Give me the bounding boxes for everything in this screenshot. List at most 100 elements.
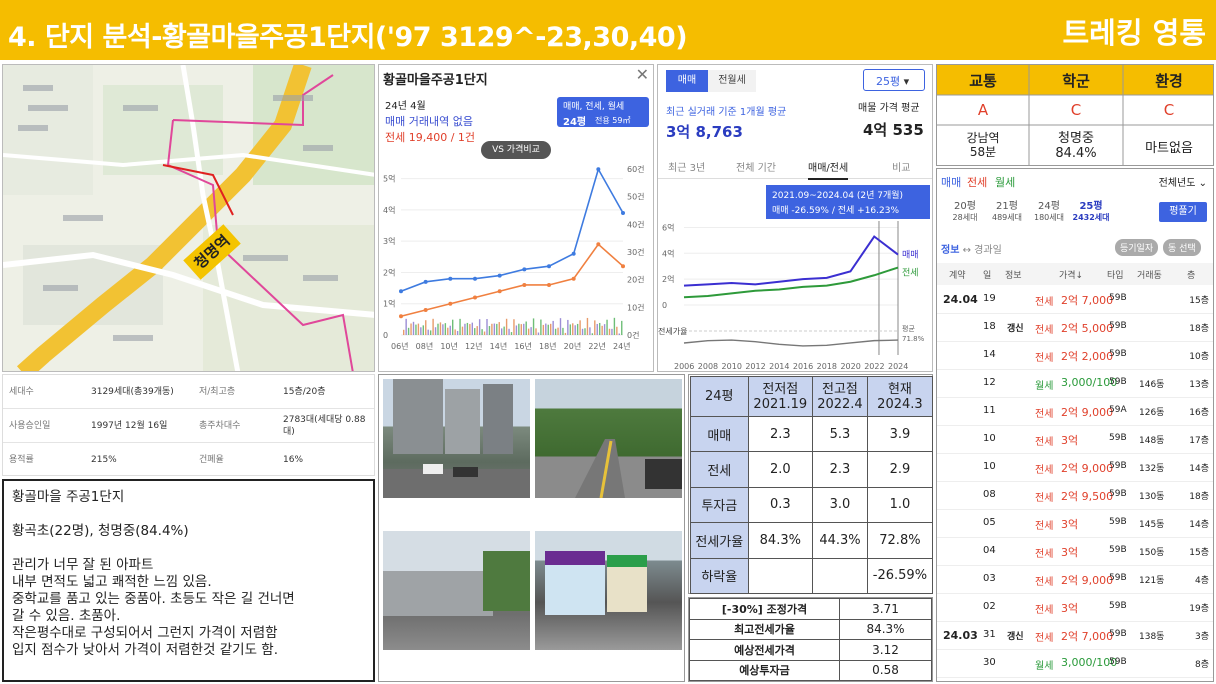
range-tab-all[interactable]: 전체 기간	[736, 163, 776, 174]
trade-type: 59B	[1109, 433, 1127, 443]
x-tick-label: 2022	[864, 362, 884, 371]
trade-price: 2억 9,000	[1061, 574, 1114, 587]
y-tick-label: 4억	[662, 248, 674, 258]
range-tab-sale-rent[interactable]: 매매/전세	[808, 159, 849, 180]
trade-row[interactable]: 24.04 19 전세 2억 7,000 59B 15층	[937, 286, 1213, 314]
volume-bar	[464, 323, 466, 335]
volume-bar	[474, 328, 476, 335]
volume-bar	[505, 318, 508, 335]
pyeong-size: 20평	[954, 201, 976, 212]
pyeong-option[interactable]: 24평 180세대	[1029, 197, 1069, 223]
trade-type: 59B	[1109, 629, 1127, 639]
trade-row[interactable]: 30 월세 3,000/100 59B 8층	[937, 650, 1213, 678]
data-point	[423, 279, 428, 284]
score-panel: 교통 학군 환경 A C C 강남역 58분 청명중 84.4% 마트없음	[936, 64, 1214, 166]
range-tab-3y[interactable]: 최근 3년	[668, 163, 706, 174]
col-type: 타입	[1107, 271, 1124, 281]
map-drawing	[3, 65, 374, 371]
info-toggle[interactable]: 정보 ↔ 경과일	[941, 241, 1002, 256]
summary-label: 예상전세가격	[689, 639, 840, 661]
tab-rent[interactable]: 전월세	[708, 70, 756, 92]
trade-rows: 24.04 19 전세 2억 7,000 59B 15층 18 갱신 전세 2억 5,000 59B…	[937, 286, 1213, 681]
trade-kind: 전세	[1035, 409, 1054, 420]
trade-dong: 130동	[1139, 492, 1165, 502]
x-tick-label: 06년	[391, 341, 409, 351]
volume-bar	[572, 323, 574, 335]
trade-row[interactable]: 08 전세 2억 9,500 59B 130동 18층	[937, 482, 1213, 510]
photo-shops[interactable]	[535, 531, 682, 650]
data-point	[522, 267, 527, 272]
year-filter[interactable]: 전체년도 ⌄	[1158, 178, 1207, 189]
trade-row[interactable]: 14 전세 2억 2,000 59B 10층	[937, 342, 1213, 370]
memo-lines: 황골마을 주공1단지 황곡초(22명), 청명중(84.4%) 관리가 너무 잘 된…	[12, 489, 295, 659]
volume-bar	[466, 322, 469, 335]
trade-row[interactable]: 12 월세 3,000/100 59B 146동 13층	[937, 370, 1213, 398]
volume-bar	[429, 330, 432, 335]
volume-bar	[503, 326, 505, 335]
trade-row[interactable]: 11 전세 2억 9,000 59A 126동 16층	[937, 398, 1213, 426]
trade-kind: 월세	[1035, 381, 1054, 392]
series-label-sale: 매매	[902, 250, 919, 261]
trade-row[interactable]: 18 갱신 전세 2억 5,000 59B 18층	[937, 314, 1213, 342]
score-grade-traffic: A	[977, 101, 989, 119]
trade-row[interactable]: 03 전세 2억 9,000 59B 121동 4층	[937, 566, 1213, 594]
history-label: 경과일	[974, 245, 1002, 256]
x-tick-label: 10년	[440, 341, 458, 351]
tab-sale[interactable]: 매매	[666, 70, 708, 92]
score-grade-school: C	[1070, 101, 1082, 119]
volume-bar	[471, 322, 473, 335]
filter-box[interactable]: 매매, 전세, 월세 24평 전용 59㎡	[557, 97, 649, 128]
pyeong-option[interactable]: 25평 2432세대	[1071, 197, 1111, 223]
photo-street[interactable]	[535, 379, 682, 498]
data-point	[497, 289, 502, 294]
y-tick-label: 3억	[383, 236, 395, 246]
y2-tick-label: 10건	[627, 302, 645, 312]
trade-type-rent[interactable]: 전세	[967, 176, 988, 189]
pyeong-option[interactable]: 20평 28세대	[945, 197, 985, 223]
trade-day: 05	[983, 517, 996, 528]
recent-avg-value: 3억 8,763	[666, 123, 743, 141]
trade-day: 19	[983, 293, 996, 304]
volume-bar	[488, 326, 491, 335]
col-price[interactable]: 가격↓	[1059, 271, 1084, 281]
close-icon[interactable]: ✕	[635, 65, 649, 84]
trade-floor: 16층	[1189, 408, 1209, 418]
pyeong-option[interactable]: 21평 489세대	[987, 197, 1027, 223]
trade-price: 2억 9,500	[1061, 490, 1114, 503]
trade-row[interactable]: 04 전세 3억 59B 150동 15층	[937, 538, 1213, 566]
vs-compare-button[interactable]: VS 가격비교	[481, 141, 551, 159]
volume-bar	[508, 328, 510, 335]
price-table-cell: 44.3%	[812, 522, 868, 559]
expand-button[interactable]: 평풀기	[1159, 202, 1207, 222]
photo-building[interactable]	[383, 379, 530, 498]
trade-type-monthly[interactable]: 월세	[995, 176, 1016, 189]
trade-row[interactable]: 10 전세 3억 59B 148동 17층	[937, 426, 1213, 454]
y2-tick-label: 20건	[627, 275, 645, 285]
map-panel[interactable]: 청명역	[2, 64, 375, 372]
trade-type-sale[interactable]: 매매	[941, 176, 962, 189]
ratio-line	[683, 339, 899, 347]
volume-bar	[540, 319, 542, 335]
y-tick-label: 2억	[383, 267, 395, 277]
info-value: 3129세대(총39개동)	[91, 387, 174, 397]
trade-tag: 갱신	[1007, 324, 1024, 334]
trade-row[interactable]: 05 전세 3억 59B 145동 14층	[937, 510, 1213, 538]
dong-select-button[interactable]: 동 선택	[1163, 239, 1201, 256]
trade-row[interactable]: 10 전세 2억 9,000 59B 132동 14층	[937, 454, 1213, 482]
volume-bar	[410, 323, 412, 335]
trade-price: 3,000/100	[1061, 376, 1118, 389]
y-tick-label: 4억	[383, 205, 395, 215]
volume-bar	[564, 332, 567, 335]
volume-bar	[567, 319, 569, 335]
info-label: 사용승인일	[9, 421, 51, 431]
pyeong-select[interactable]: 25평 ▾	[863, 69, 925, 91]
range-tab-compare[interactable]: 비교	[892, 163, 911, 174]
info-value: 1997년 12월 16일	[91, 421, 168, 431]
trade-row[interactable]: 02 전세 3억 59B 19층	[937, 594, 1213, 622]
info-row: 세대수 3129세대(총39개동) 저/최고층 15층/20층	[3, 375, 374, 409]
trade-price: 2억 7,000	[1061, 630, 1114, 643]
reg-date-button[interactable]: 등기일자	[1115, 239, 1159, 256]
photo-plaza[interactable]	[383, 531, 530, 650]
summary-label: [-30%] 조정가격	[689, 598, 840, 620]
trade-row[interactable]: 24.03 31 갱신 전세 2억 7,000 59B 138동 3층	[937, 622, 1213, 650]
